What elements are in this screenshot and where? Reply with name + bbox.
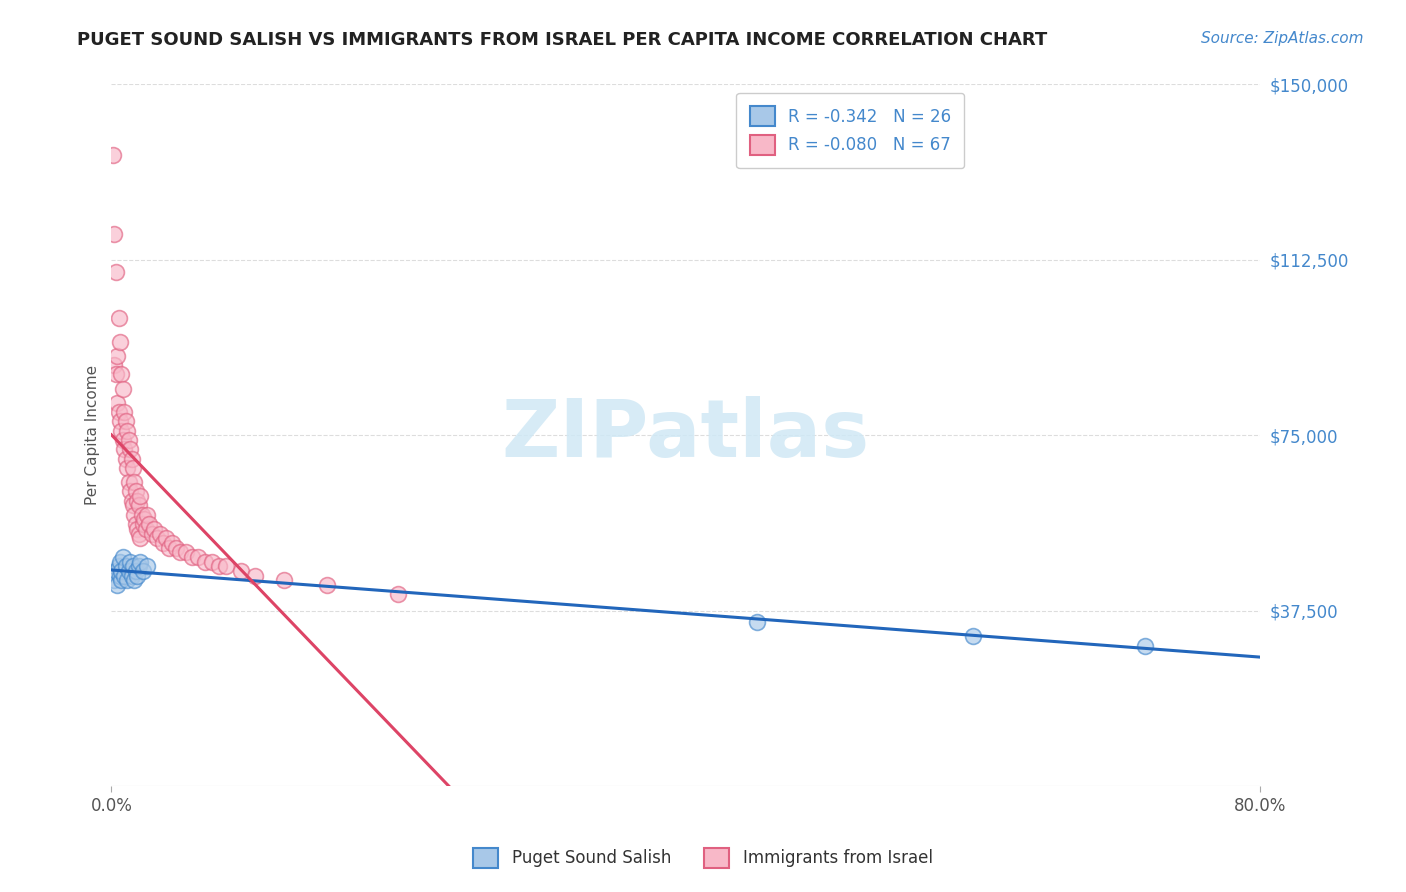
- Point: [107, 405, 129, 419]
- Point: [387, 587, 409, 601]
- Point: [110, 368, 132, 382]
- Point: [129, 489, 152, 503]
- Point: [101, 147, 124, 161]
- Point: [146, 531, 169, 545]
- Point: [128, 526, 150, 541]
- Point: [124, 475, 146, 489]
- Point: [103, 574, 125, 588]
- Point: [125, 564, 148, 578]
- Point: [107, 311, 129, 326]
- Point: [243, 568, 266, 582]
- Point: [135, 522, 157, 536]
- Point: [105, 349, 128, 363]
- Point: [120, 555, 142, 569]
- Point: [155, 531, 177, 545]
- Point: [115, 461, 138, 475]
- Point: [962, 630, 984, 644]
- Point: [121, 493, 143, 508]
- Point: [132, 517, 155, 532]
- Point: [180, 549, 202, 564]
- Point: [108, 334, 131, 349]
- Point: [117, 475, 139, 489]
- Point: [201, 555, 224, 569]
- Point: [215, 559, 238, 574]
- Point: [131, 508, 153, 522]
- Point: [121, 568, 143, 582]
- Point: [138, 517, 160, 532]
- Point: [125, 484, 148, 499]
- Point: [108, 414, 131, 428]
- Point: [112, 405, 135, 419]
- Point: [104, 368, 127, 382]
- Point: [112, 442, 135, 457]
- Point: [127, 493, 149, 508]
- Text: ZIPatlas: ZIPatlas: [502, 396, 870, 475]
- Point: [152, 536, 174, 550]
- Point: [165, 541, 187, 555]
- Point: [107, 559, 129, 574]
- Point: [194, 555, 217, 569]
- Point: [114, 559, 136, 574]
- Point: [128, 499, 150, 513]
- Point: [110, 564, 132, 578]
- Point: [122, 559, 145, 574]
- Point: [174, 545, 197, 559]
- Point: [120, 442, 142, 457]
- Point: [121, 451, 143, 466]
- Point: [160, 536, 183, 550]
- Point: [129, 555, 152, 569]
- Point: [127, 522, 149, 536]
- Point: [273, 574, 295, 588]
- Point: [110, 424, 132, 438]
- Point: [169, 545, 191, 559]
- Legend: R = -0.342   N = 26, R = -0.080   N = 67: R = -0.342 N = 26, R = -0.080 N = 67: [737, 93, 965, 169]
- Point: [186, 549, 208, 564]
- Point: [114, 451, 136, 466]
- Point: [129, 531, 152, 545]
- Point: [1133, 639, 1156, 653]
- Point: [127, 568, 149, 582]
- Point: [110, 574, 132, 588]
- Point: [115, 424, 138, 438]
- Point: [105, 578, 128, 592]
- Point: [117, 433, 139, 447]
- Point: [141, 526, 163, 541]
- Point: [114, 414, 136, 428]
- Point: [136, 559, 159, 574]
- Point: [108, 568, 131, 582]
- Point: [122, 499, 145, 513]
- Point: [315, 578, 337, 592]
- Point: [115, 574, 138, 588]
- Point: [103, 358, 125, 372]
- Point: [111, 382, 134, 396]
- Point: [134, 512, 156, 526]
- Point: [208, 559, 231, 574]
- Point: [120, 484, 142, 499]
- Point: [124, 574, 146, 588]
- Point: [117, 564, 139, 578]
- Point: [136, 508, 159, 522]
- Point: [122, 461, 145, 475]
- Point: [143, 522, 166, 536]
- Text: Source: ZipAtlas.com: Source: ZipAtlas.com: [1201, 31, 1364, 46]
- Point: [111, 433, 134, 447]
- Point: [132, 564, 155, 578]
- Point: [105, 395, 128, 409]
- Legend: Puget Sound Salish, Immigrants from Israel: Puget Sound Salish, Immigrants from Isra…: [467, 841, 939, 875]
- Point: [125, 517, 148, 532]
- Point: [229, 564, 252, 578]
- Point: [104, 564, 127, 578]
- Point: [128, 559, 150, 574]
- Y-axis label: Per Capita Income: Per Capita Income: [86, 365, 100, 506]
- Point: [747, 615, 769, 630]
- Point: [111, 549, 134, 564]
- Point: [103, 227, 125, 241]
- Point: [124, 508, 146, 522]
- Point: [108, 555, 131, 569]
- Point: [104, 264, 127, 278]
- Point: [157, 541, 180, 555]
- Text: PUGET SOUND SALISH VS IMMIGRANTS FROM ISRAEL PER CAPITA INCOME CORRELATION CHART: PUGET SOUND SALISH VS IMMIGRANTS FROM IS…: [77, 31, 1047, 49]
- Point: [149, 526, 172, 541]
- Point: [112, 568, 135, 582]
